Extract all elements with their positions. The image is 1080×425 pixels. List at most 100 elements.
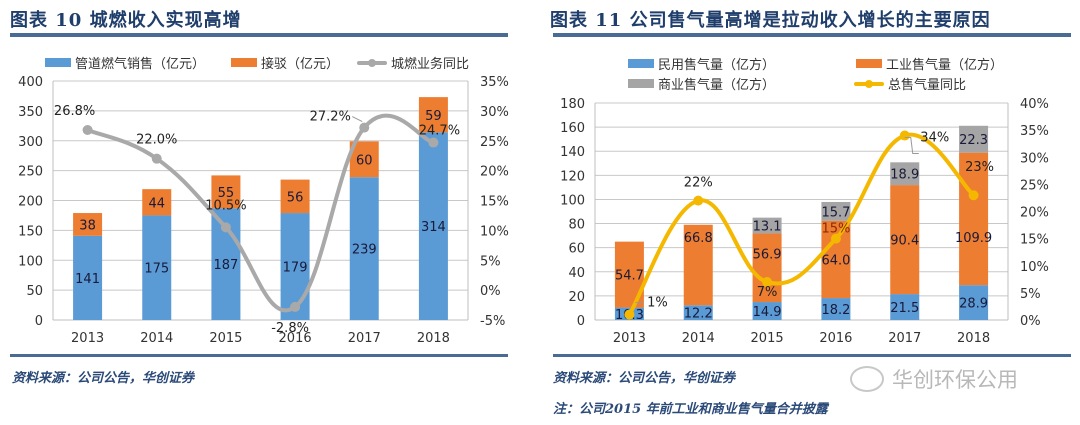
- bar-data-label: 56: [287, 190, 304, 205]
- x-tick-label: 2015: [751, 331, 784, 345]
- y-tick-label: 60: [568, 242, 585, 257]
- legend-label: 管道燃气销售（亿元）: [75, 57, 206, 72]
- title-divider: [553, 33, 1071, 37]
- leader-line: [904, 137, 919, 155]
- bar-segment: [418, 97, 448, 133]
- y2-tick-label: 30%: [1020, 151, 1049, 166]
- y2-tick-label: 40%: [1020, 97, 1049, 112]
- legend-item-total-yoy: 总售气量同比: [854, 74, 966, 93]
- y-tick-label: 350: [18, 105, 43, 120]
- legend-item-industrial: 工业售气量（亿方）: [856, 54, 1003, 73]
- y-tick-label: 300: [18, 135, 43, 150]
- bar-segment: [821, 298, 851, 320]
- line-data-label: 23%: [965, 160, 994, 175]
- x-tick-label: 2013: [613, 331, 646, 345]
- bar-data-label: 56.9: [753, 248, 782, 263]
- x-tick-label: 2014: [140, 331, 173, 345]
- bar-data-label: 55: [218, 186, 235, 201]
- line-marker: [624, 309, 635, 320]
- x-tick-label: 2016: [819, 331, 852, 345]
- bar-segment: [890, 294, 920, 320]
- y-tick-label: 400: [18, 75, 43, 90]
- y-tick-label: 150: [18, 224, 43, 239]
- y-tick-label: 120: [560, 169, 585, 184]
- x-tick-label: 2015: [209, 331, 242, 345]
- y2-tick-label: 30%: [480, 105, 509, 120]
- line-marker: [290, 301, 301, 312]
- y2-tick-label: 10%: [480, 224, 509, 239]
- bar-segment: [73, 235, 103, 320]
- y2-tick-label: 0%: [480, 284, 501, 299]
- x-tick-label: 2013: [71, 331, 104, 345]
- line-marker: [830, 233, 841, 244]
- legend-label: 接驳（亿元）: [261, 57, 340, 72]
- y-tick-label: 250: [18, 165, 43, 180]
- bar-data-label: 239: [352, 243, 377, 258]
- chart-panel-revenue: 图表 10 城燃收入实现高增 管道燃气销售（亿元） 接驳（亿元） 城燃业务同比 …: [10, 10, 509, 386]
- y2-tick-label: 15%: [1020, 233, 1049, 248]
- legend-item-commercial: 商业售气量（亿方）: [628, 74, 775, 93]
- bar-data-label: 175: [144, 262, 169, 277]
- bar-segment: [752, 233, 782, 303]
- bar-data-label: 13.1: [753, 220, 782, 235]
- y2-tick-label: 35%: [1020, 124, 1049, 139]
- source-text: 资料来源：公司公告，华创证券: [553, 371, 736, 386]
- line-data-label: 22%: [684, 176, 713, 191]
- line-marker: [220, 222, 231, 233]
- line-marker: [968, 190, 979, 201]
- y-tick-label: 80: [568, 218, 585, 233]
- legend-item-pipeline-gas: 管道燃气销售（亿元）: [45, 53, 205, 72]
- y-tick-label: 0: [35, 314, 43, 329]
- legend-swatch-orange: [231, 58, 257, 67]
- bar-segment: [683, 305, 713, 320]
- y2-tick-label: 25%: [480, 135, 509, 150]
- bar-segment: [142, 189, 172, 216]
- legend-label: 城燃业务同比: [391, 57, 470, 72]
- bar-segment: [683, 224, 713, 306]
- legend-label: 商业售气量（亿方）: [658, 78, 776, 93]
- y2-tick-label: 15%: [480, 195, 509, 210]
- bar-data-label: 44: [148, 196, 165, 211]
- line-data-label: 15%: [821, 222, 850, 237]
- chart-gas-volume: 0 20 40 60 80 100 120 140 160 180 0% 5% 10% 15% 20% 25%…: [560, 97, 1049, 345]
- source-divider: [10, 354, 508, 357]
- bar-data-label: 18.2: [821, 303, 850, 318]
- bar-segment: [890, 185, 920, 295]
- line-marker: [693, 195, 704, 206]
- bar-segment: [752, 302, 782, 320]
- bar-data-label: 21.5: [890, 301, 919, 316]
- bar-data-label: 60: [356, 153, 373, 168]
- bar-segment: [142, 215, 172, 320]
- x-tick-label: 2014: [682, 331, 715, 345]
- y-tick-label: 100: [560, 193, 585, 208]
- legend-swatch-blue: [45, 58, 71, 67]
- watermark-text: 华创环保公用: [892, 368, 1018, 392]
- bar-data-label: 314: [421, 220, 446, 235]
- line-marker: [82, 124, 93, 135]
- x-tick-label: 2018: [957, 331, 990, 345]
- legend-line-marker: [357, 58, 387, 67]
- legend-item-yoy: 城燃业务同比: [357, 53, 469, 72]
- bar-data-label: 59: [425, 109, 442, 124]
- watermark: 华创环保公用: [850, 364, 1018, 394]
- source-divider: [553, 354, 1071, 357]
- y-tick-label: 20: [568, 290, 585, 305]
- leader-line: [352, 116, 363, 123]
- legend-item-connection: 接驳（亿元）: [231, 53, 339, 72]
- bar-data-label: 12.2: [684, 307, 713, 322]
- legend-label: 总售气量同比: [888, 78, 967, 93]
- wechat-icon: [850, 366, 884, 392]
- y2-tick-label: -5%: [480, 314, 505, 329]
- y2-tick-label: 35%: [480, 75, 509, 90]
- bar-data-label: 64.0: [821, 253, 850, 268]
- y2-tick-label: 20%: [480, 165, 509, 180]
- x-tick-label: 2017: [348, 331, 381, 345]
- bar-segment: [752, 217, 782, 234]
- bar-data-label: 66.8: [684, 231, 713, 246]
- y2-tick-label: 20%: [1020, 206, 1049, 221]
- legend-label: 工业售气量（亿方）: [886, 58, 1004, 73]
- chart-revenue: 0 50 100 150 200 250 300 350 400 -5% 0% 5% 10% 15% 20%…: [18, 75, 509, 345]
- y-tick-label: 100: [18, 254, 43, 269]
- chart-panel-gas-volume: 图表 11 公司售气量高增是拉动收入增长的主要原因 民用售气量（亿方） 工业售气…: [540, 0, 1080, 425]
- y2-tick-label: 10%: [1020, 260, 1049, 275]
